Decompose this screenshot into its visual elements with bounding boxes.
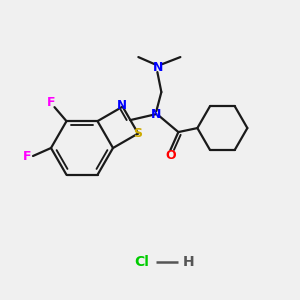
Text: F: F xyxy=(23,149,31,163)
Text: O: O xyxy=(165,148,176,162)
Text: H: H xyxy=(183,255,195,269)
Text: F: F xyxy=(47,96,56,109)
Text: N: N xyxy=(117,99,127,112)
Text: S: S xyxy=(134,127,142,140)
Text: N: N xyxy=(151,108,162,121)
Text: Cl: Cl xyxy=(135,255,149,269)
Text: N: N xyxy=(153,61,164,74)
